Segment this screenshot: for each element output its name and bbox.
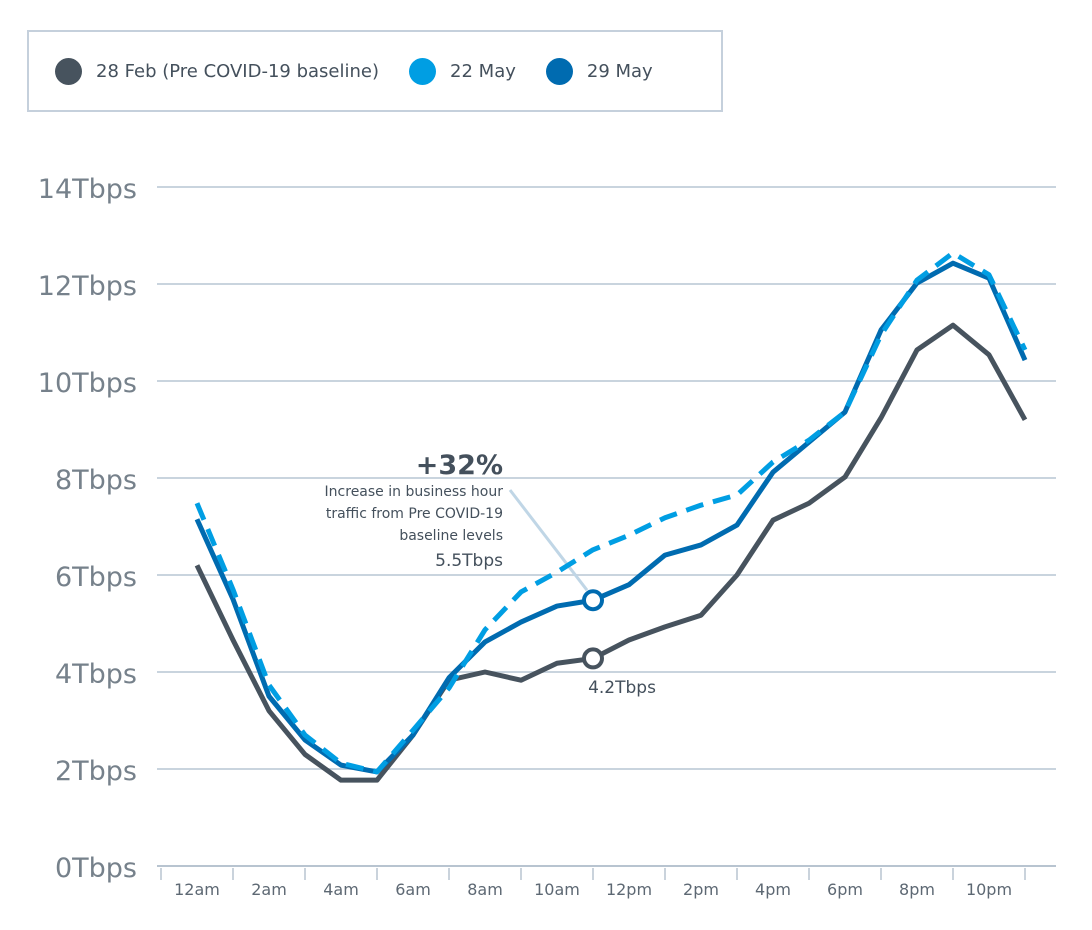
y-tick-label: 14Tbps — [38, 174, 137, 205]
y-tick-label: 8Tbps — [55, 465, 137, 496]
x-tick-label: 12am — [174, 880, 220, 899]
legend-item-29-may: 29 May — [545, 57, 653, 85]
x-tick-label: 4pm — [755, 880, 791, 899]
legend-label: 29 May — [586, 60, 653, 82]
x-tick-label: 6pm — [827, 880, 863, 899]
x-tick-label: 8am — [467, 880, 503, 899]
legend-swatch — [55, 57, 82, 85]
y-tick-label: 4Tbps — [55, 659, 137, 690]
x-tick-label: 2pm — [683, 880, 719, 899]
x-tick-label: 12pm — [606, 880, 652, 899]
marker-28-feb — [582, 647, 604, 670]
legend-item-28-feb: 28 Feb (Pre COVID-19 baseline) — [55, 57, 380, 85]
y-tick-label: 12Tbps — [38, 271, 137, 302]
annotation-value-low: 4.2Tbps — [588, 678, 656, 698]
annotation-value-high: 5.5Tbps — [435, 551, 503, 571]
series-line-0 — [194, 322, 1028, 783]
y-tick-label: 0Tbps — [55, 853, 137, 884]
legend-label: 28 Feb (Pre COVID-19 baseline) — [96, 60, 380, 82]
x-tick-label: 4am — [323, 880, 359, 899]
x-tick-label: 10am — [534, 880, 580, 899]
x-tick-label: 6am — [395, 880, 431, 899]
annotation-headline: +32% — [416, 450, 503, 481]
marker-29-may — [582, 589, 604, 612]
legend-swatch — [409, 57, 437, 85]
annotation-leader-line — [508, 489, 589, 592]
x-tick-label: 10pm — [966, 880, 1012, 899]
legend-item-22-may: 22 May — [409, 57, 516, 85]
annotation-text: baseline levels — [399, 528, 503, 544]
annotation-text: Increase in business hour — [325, 484, 504, 500]
legend: 28 Feb (Pre COVID-19 baseline) 22 May 29… — [27, 30, 723, 112]
x-tick-label: 2am — [251, 880, 287, 899]
y-tick-label: 10Tbps — [38, 368, 137, 399]
legend-label: 22 May — [450, 60, 516, 82]
x-tick-label: 8pm — [899, 880, 935, 899]
y-tick-label: 2Tbps — [55, 756, 137, 787]
annotation-text: traffic from Pre COVID-19 — [326, 506, 503, 522]
y-tick-label: 6Tbps — [55, 562, 137, 593]
series-line-1 — [194, 250, 1028, 775]
legend-swatch — [545, 57, 573, 85]
